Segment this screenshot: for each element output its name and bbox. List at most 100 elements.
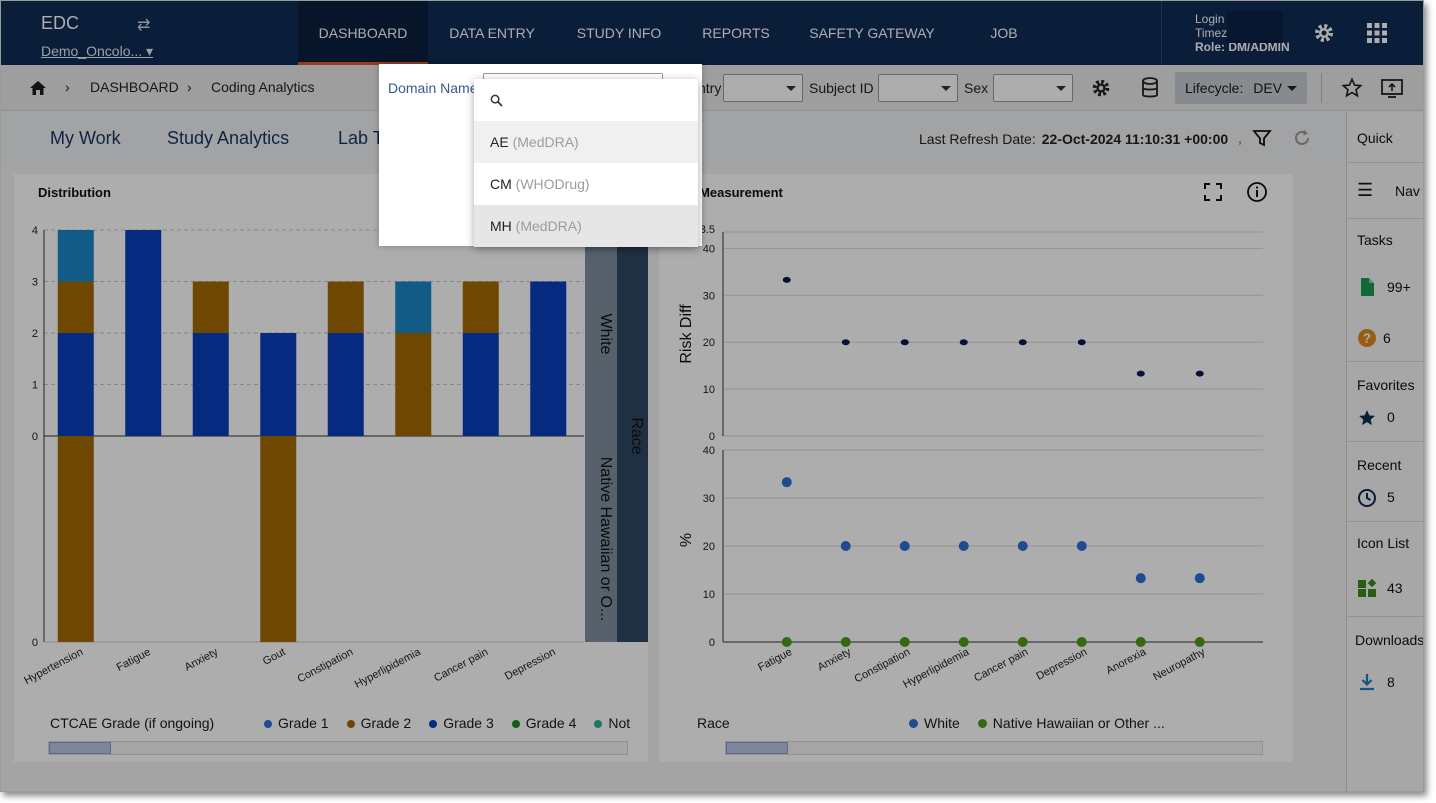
role-label: Role: DM/ADMIN [1195, 40, 1290, 54]
last-refresh-value: 22-Oct-2024 11:10:31 +00:00 [1041, 131, 1229, 147]
tab-study-analytics[interactable]: Study Analytics [167, 128, 290, 148]
y-axis-label: Risk Diff [678, 304, 695, 364]
legend-label: Grade 3 [443, 715, 494, 731]
zoom-handle[interactable] [49, 742, 111, 754]
tab-my-work[interactable]: My Work [50, 128, 121, 148]
fullscreen-icon[interactable] [1203, 182, 1223, 202]
bar-segment [57, 230, 94, 282]
y-tick-label: 10 [703, 589, 715, 601]
y-tick-label: 30 [703, 290, 715, 302]
rail-tasks[interactable]: Tasks 99+ ? 6 [1347, 219, 1423, 362]
rail-downloads-label: Downloads [1355, 632, 1424, 648]
bar-segment [462, 333, 499, 436]
rail-downloads[interactable]: Downloads 8 [1347, 617, 1424, 712]
bar-segment [395, 281, 432, 333]
dropdown-option-ae[interactable]: AE (MedDRA) [474, 121, 698, 163]
rail-favorites[interactable]: Favorites 0 [1347, 362, 1423, 442]
legend-item[interactable]: Not [594, 715, 630, 731]
nav-tab-safety-gateway[interactable]: SAFETY GATEWAY [809, 25, 935, 41]
y-tick-label: 0 [32, 431, 38, 443]
rail-recent[interactable]: Recent 5 [1347, 442, 1423, 522]
quick-nav-rail: Quick ☰ Nav Tasks 99+ ? 6 Favorites 0 [1346, 112, 1424, 791]
scatter-point [1076, 637, 1087, 647]
zoom-handle[interactable] [726, 742, 788, 754]
legend-item[interactable]: Grade 3 [429, 715, 494, 731]
dropdown-option-cm[interactable]: CM (WHODrug) [490, 176, 590, 192]
top-navigation-bar: EDC ⇄ Demo_Oncolo... ▾ DASHBOARD DATA EN… [1, 1, 1423, 65]
facet-label: White [597, 314, 614, 355]
country-select[interactable] [723, 74, 803, 102]
legend-dot [429, 720, 438, 728]
icon-list-count: 43 [1387, 580, 1403, 596]
database-icon[interactable] [1140, 77, 1160, 99]
legend-label: Grade 4 [525, 715, 577, 731]
study-selector[interactable]: Demo_Oncolo... ▾ [41, 43, 154, 59]
subject-id-select[interactable] [878, 74, 958, 102]
bar-segment [395, 333, 432, 436]
apps-grid-icon[interactable] [1365, 21, 1389, 45]
rail-tasks-label: Tasks [1357, 232, 1393, 248]
scatter-point [1076, 541, 1087, 551]
star-outline-icon[interactable] [1341, 77, 1363, 99]
rail-icon-list[interactable]: Icon List 43 [1347, 522, 1423, 617]
bar-segment [57, 333, 94, 436]
bar-segment [462, 281, 499, 333]
scatter-point [1194, 573, 1205, 584]
breadcrumb-filter-bar: › DASHBOARD › Coding Analytics Domain Na… [1, 65, 1423, 111]
scatter-point [1017, 541, 1028, 551]
info-icon[interactable] [1246, 181, 1268, 203]
question-circle-icon: ? [1358, 329, 1376, 347]
scatter-point [899, 541, 910, 551]
risk-diff-point [959, 339, 968, 346]
nav-tab-dashboard[interactable]: DASHBOARD [298, 1, 428, 65]
chevron-down-icon [1287, 86, 1297, 91]
widgets-icon [1358, 579, 1377, 597]
home-icon[interactable] [29, 79, 47, 97]
sex-select[interactable] [993, 74, 1073, 102]
app-brand: EDC [41, 13, 80, 33]
refresh-icon[interactable] [1292, 128, 1312, 148]
lifecycle-select[interactable]: Lifecycle: DEV [1175, 72, 1307, 104]
dropdown-search[interactable] [474, 79, 698, 121]
nav-tab-job[interactable]: JOB [990, 25, 1018, 41]
facet-label: Native Hawaiian or O... [597, 457, 614, 622]
favorites-count: 0 [1387, 409, 1395, 425]
breadcrumb-dashboard[interactable]: DASHBOARD [90, 79, 179, 95]
rail-nav[interactable]: ☰ Nav [1347, 163, 1423, 219]
queries-count: 6 [1383, 330, 1391, 346]
lifecycle-value: DEV [1253, 80, 1283, 96]
legend-item[interactable]: Grade 2 [346, 715, 411, 731]
filter-icon[interactable] [1252, 128, 1272, 148]
scatter-point [1135, 637, 1146, 647]
filter-settings-gear-icon[interactable] [1090, 77, 1112, 99]
gear-icon[interactable] [1312, 21, 1336, 45]
legend-item[interactable]: Native Hawaiian or Other ... [977, 715, 1165, 731]
scatter-point [840, 541, 851, 551]
risk-diff-point [900, 339, 909, 346]
bar-segment [57, 281, 94, 333]
nav-tab-study-info[interactable]: STUDY INFO [576, 25, 662, 41]
legend-item[interactable]: Grade 4 [511, 715, 577, 731]
facet-strip [585, 230, 617, 642]
dropdown-option-mh[interactable]: MH (MedDRA) [474, 205, 698, 247]
modal-overlay[interactable] [1, 1, 1423, 791]
legend-label: Not [608, 715, 631, 731]
legend-item[interactable]: White [909, 715, 960, 731]
scatter-point [840, 637, 851, 647]
nav-tab-reports[interactable]: REPORTS [702, 25, 770, 41]
swap-icon[interactable]: ⇄ [137, 17, 151, 34]
user-avatar [1227, 11, 1283, 43]
nav-tab-data-entry[interactable]: DATA ENTRY [449, 25, 535, 41]
legend-dot [977, 719, 987, 728]
rail-quick-label: Quick [1357, 130, 1393, 146]
legend-item[interactable]: Grade 1 [264, 715, 329, 731]
y-tick-label: 40 [703, 445, 715, 457]
y-tick-label: 0 [32, 637, 38, 649]
risk-zoom-slider[interactable] [725, 741, 1263, 755]
distribution-zoom-slider[interactable] [48, 741, 628, 755]
rail-favorites-label: Favorites [1357, 377, 1415, 393]
screen-share-icon[interactable] [1380, 77, 1404, 99]
bar-segment [327, 281, 364, 333]
domain-name-label: Domain Name [388, 80, 478, 96]
y-tick-label: 1 [32, 380, 38, 392]
